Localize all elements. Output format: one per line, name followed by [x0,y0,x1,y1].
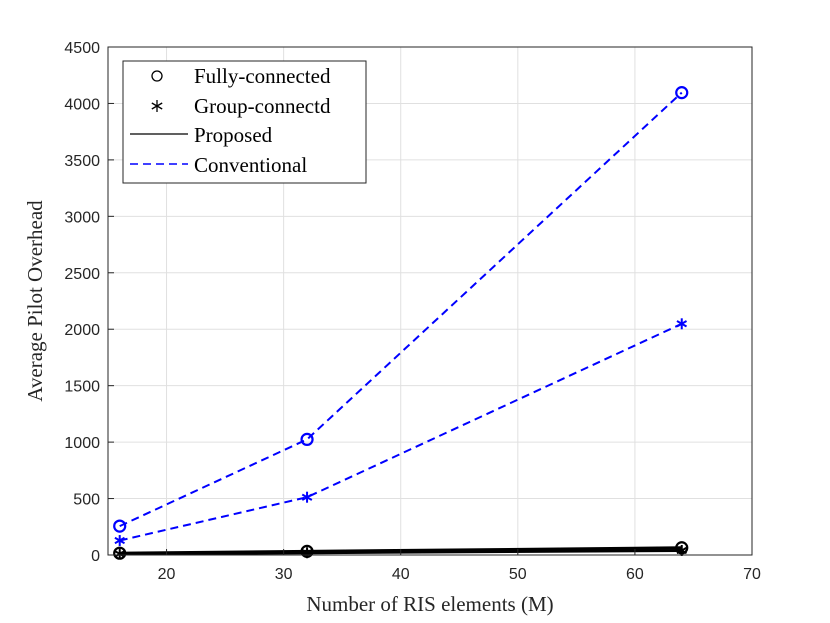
data-point-asterisk [301,491,313,503]
data-point-circle [675,86,689,100]
legend-asterisk-marker-icon [151,100,163,112]
y-tick-label: 2000 [64,322,100,339]
series-group-conventional [114,318,688,547]
x-tick-label: 40 [392,566,410,583]
y-tick-label: 3000 [64,209,100,226]
legend-label-fully-connected: Fully-connected [194,64,331,88]
x-tick-label: 30 [275,566,293,583]
y-tick-label: 1000 [64,435,100,452]
series-group-proposed [114,544,688,560]
axes-box [107,46,753,556]
legend-box [122,60,367,184]
x-tick-label: 60 [626,566,644,583]
x-tick-label: 70 [743,566,761,583]
y-axis-label: Average Pilot Overhead [23,200,47,402]
y-tick-label: 0 [91,548,100,565]
data-point-circle [113,519,127,533]
y-tick-label: 1500 [64,379,100,396]
data-point-asterisk [676,318,688,330]
y-tick-label: 4500 [64,40,100,57]
legend-label-group-connectd: Group-connectd [194,94,331,118]
series-line [119,91,683,528]
legend-circle-marker-icon [151,70,163,82]
legend-label-conventional: Conventional [194,153,307,177]
x-ticks: 20 30 40 50 60 70 [158,549,761,583]
y-ticks: 0 500 1000 1500 2000 2500 3000 3500 4000 4500 [64,40,114,565]
y-tick-label: 4000 [64,96,100,113]
series-layer [113,86,689,560]
y-tick-label: 500 [73,492,100,509]
legend-label-proposed: Proposed [194,123,273,147]
series-fully-conventional [113,86,689,533]
x-tick-label: 20 [158,566,176,583]
data-point-asterisk [114,535,125,547]
x-tick-label: 50 [509,566,527,583]
data-point-asterisk [114,548,125,560]
grid [108,46,753,556]
x-axis-label: Number of RIS elements (M) [306,592,553,616]
data-point-asterisk [676,544,688,556]
data-point-circle [300,432,314,447]
legend: Fully-connected Group-connectd Proposed … [122,60,367,184]
y-tick-label: 3500 [64,153,100,170]
y-tick-label: 2500 [64,266,100,283]
